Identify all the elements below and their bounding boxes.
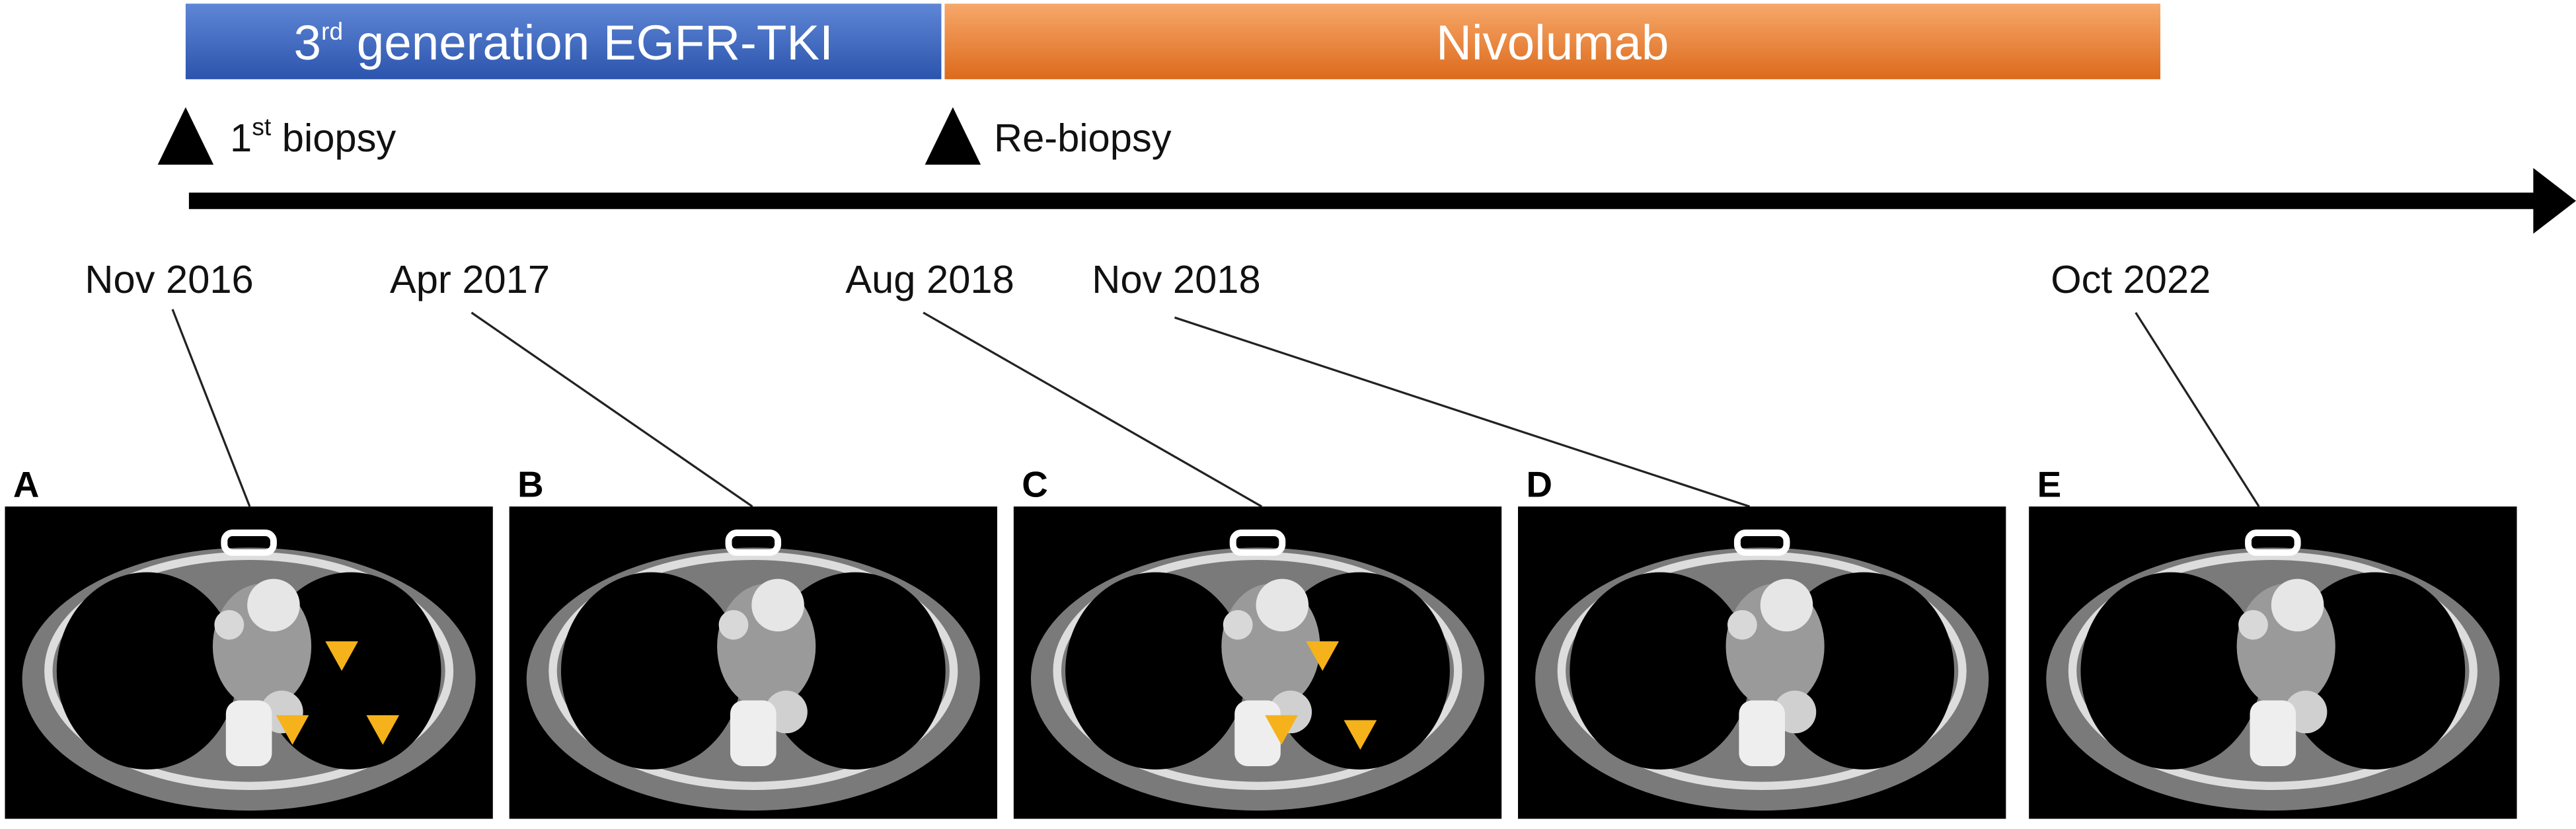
ct-spine (225, 700, 272, 766)
ct-aorta (1256, 578, 1309, 632)
ct-image (1013, 506, 1502, 819)
text: generation EGFR-TKI (343, 15, 833, 70)
panel-label: C (1022, 463, 1048, 504)
ct-aorta (751, 578, 804, 632)
connector (171, 309, 251, 507)
lesion-arrowhead (1344, 720, 1377, 750)
ct-vessel (2238, 610, 2268, 640)
ct-sternum (1229, 530, 1286, 556)
ct-image (1518, 506, 2006, 819)
ct-spine (1739, 700, 1786, 766)
connector (1174, 316, 1751, 508)
ct-vessel (214, 610, 245, 640)
lesion-arrowhead (276, 715, 309, 745)
ct-aorta (1760, 578, 1813, 632)
connector (2135, 312, 2260, 508)
biopsy-marker (157, 107, 214, 165)
lesion-arrowhead (325, 641, 358, 671)
date-label: Aug 2018 (845, 257, 1014, 301)
ct-aorta (2271, 578, 2324, 632)
biopsy-marker (925, 107, 981, 165)
treatment-bar (944, 3, 2161, 79)
superscript: st (252, 112, 272, 140)
ct-sternum (1733, 530, 1790, 556)
ct-lung (56, 572, 238, 770)
ct-lung (1065, 572, 1246, 770)
panel-label: E (2037, 463, 2061, 504)
ct-vessel (1727, 610, 1757, 640)
biopsy-label: Re-biopsy (994, 116, 1172, 160)
ct-lung (560, 572, 742, 770)
ct-vessel (718, 610, 749, 640)
date-label: Nov 2016 (85, 257, 253, 301)
ct-spine (1234, 700, 1281, 766)
ct-spine (730, 700, 777, 766)
connector (471, 311, 753, 508)
date-label: Nov 2018 (1092, 257, 1260, 301)
ct-sternum (221, 530, 277, 556)
treatment-label: 3rd generation EGFR-TKI (293, 15, 833, 70)
ct-image (509, 506, 997, 819)
treatment-bar (185, 3, 942, 79)
panel-label: A (13, 463, 40, 504)
text: 3 (293, 15, 321, 70)
ct-spine (2250, 700, 2296, 766)
date-label: Apr 2017 (390, 257, 550, 301)
ct-lung (1570, 572, 1751, 770)
panel-label: D (1526, 463, 1552, 504)
ct-vessel (1223, 610, 1253, 640)
ct-image (2029, 506, 2517, 819)
lesion-arrowhead (366, 715, 400, 745)
superscript: rd (321, 17, 343, 45)
ct-sternum (2245, 530, 2301, 556)
treatment-label: Nivolumab (1436, 15, 1669, 70)
timeline-arrowhead (2533, 168, 2576, 234)
connector (923, 311, 1263, 508)
text: biopsy (271, 116, 396, 160)
biopsy-label: 1st biopsy (230, 112, 396, 160)
ct-image (5, 506, 493, 819)
panel-label: B (517, 463, 543, 504)
text: 1 (230, 116, 252, 160)
lesion-arrowhead (1306, 641, 1340, 671)
date-label: Oct 2022 (2051, 257, 2211, 301)
ct-aorta (247, 578, 300, 632)
ct-sternum (725, 530, 782, 556)
lesion-arrowhead (1265, 715, 1298, 745)
ct-lung (2080, 572, 2261, 770)
